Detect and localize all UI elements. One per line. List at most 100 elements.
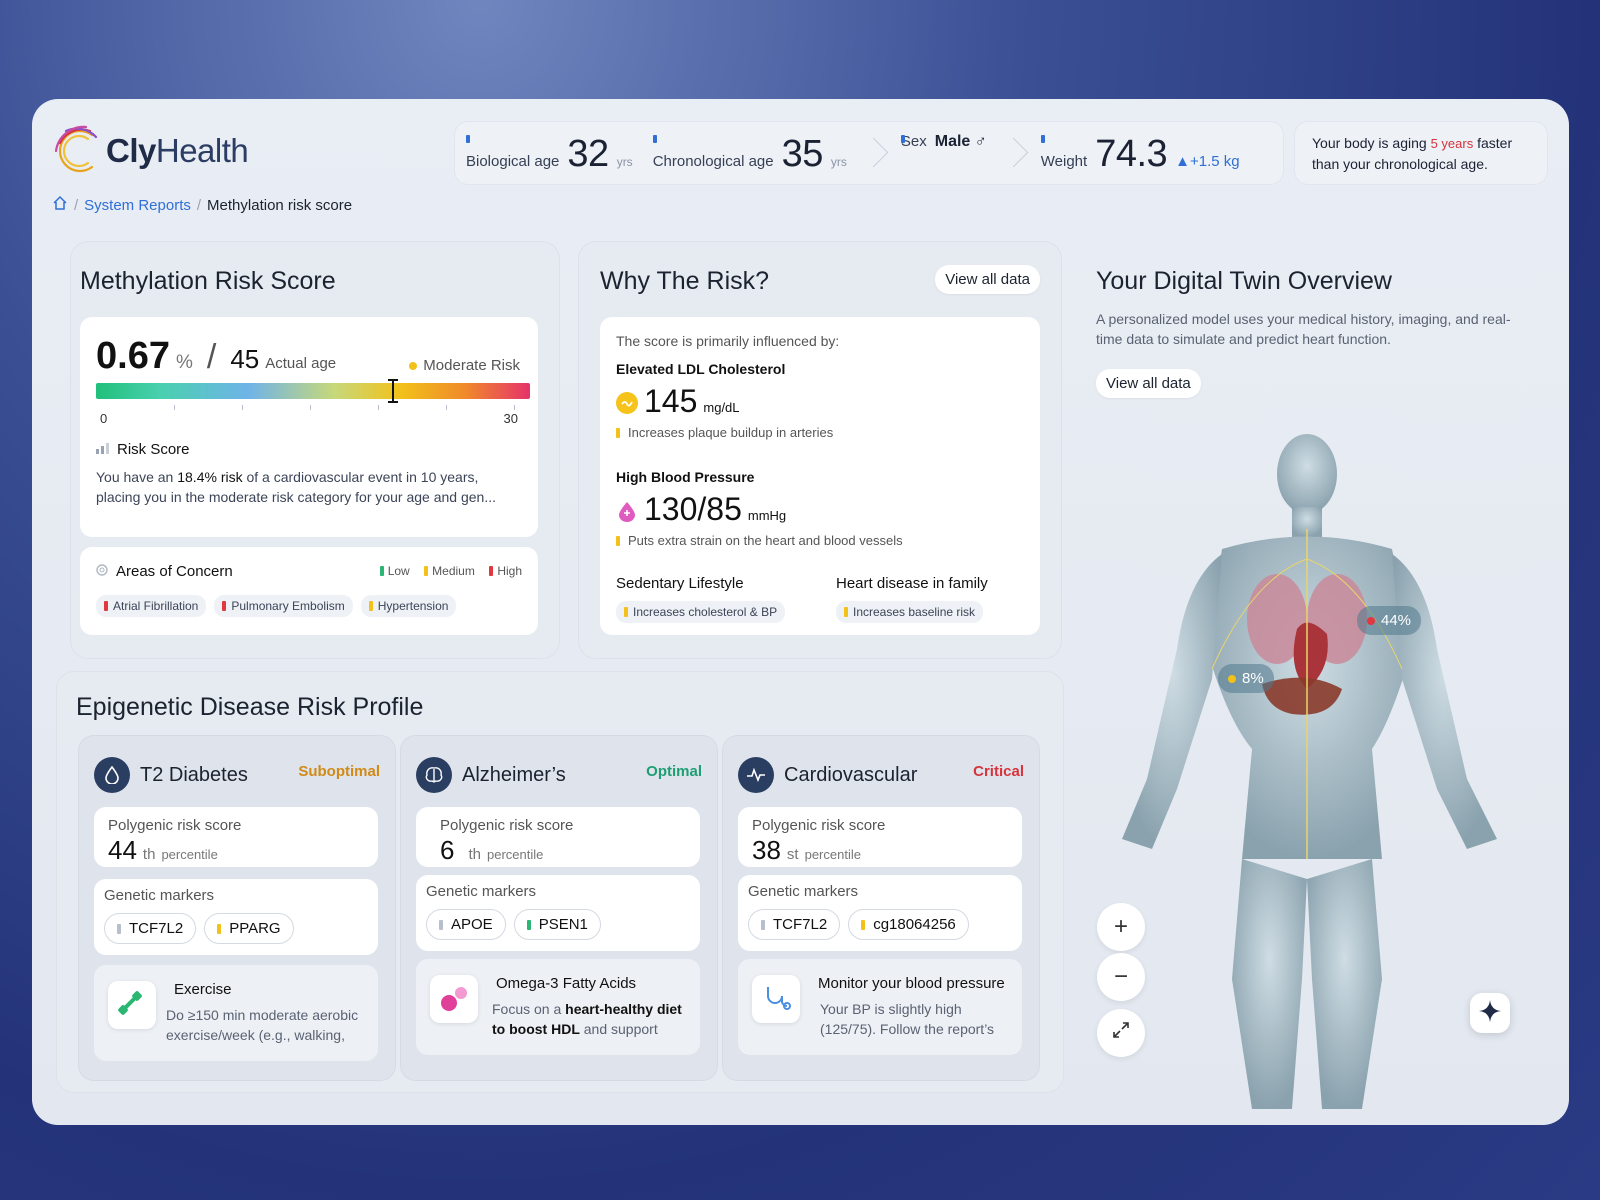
home-icon[interactable] (52, 195, 68, 215)
recommendation-title: Monitor your blood pressure (818, 975, 1005, 992)
bp-note: Puts extra strain on the heart and blood… (616, 533, 903, 548)
pill-icon (430, 975, 478, 1023)
risk-description: You have an 18.4% risk of a cardiovascul… (96, 469, 497, 505)
epigenetic-title: Epigenetic Disease Risk Profile (76, 693, 424, 721)
risk-marker (388, 379, 398, 403)
zoom-out-button[interactable]: − (1097, 953, 1145, 1001)
concern-tag[interactable]: Pulmonary Embolism (214, 595, 353, 617)
disease-card-alzheimers[interactable]: Alzheimer’s Optimal Polygenic risk score… (400, 735, 718, 1081)
scale-min: 0 (100, 411, 108, 426)
twin-hotspot-right[interactable]: 44% (1357, 606, 1422, 635)
sedentary-note: Increases cholesterol & BP (616, 601, 786, 623)
areas-of-concern-panel: Areas of Concern Low Medium High Atrial … (80, 547, 538, 635)
bp-value-row: 130/85 mmHg (616, 491, 786, 528)
marker-chip[interactable]: PSEN1 (513, 909, 601, 940)
stat-chronological-age: Chronological age 35 yrs (651, 121, 865, 185)
marker-chip[interactable]: cg18064256 (848, 909, 969, 940)
stat-value: 32 (567, 133, 609, 175)
stat-value: 35 (781, 133, 824, 175)
severity-legend: Low Medium High (370, 563, 522, 581)
markers-label: Genetic markers (748, 883, 859, 900)
markers-panel: Genetic markers APOE PSEN1 (416, 875, 700, 951)
prs-label: Polygenic risk score (752, 817, 886, 834)
risk-score-heading: Risk Score (96, 441, 190, 458)
stat-label: Weight (1040, 153, 1088, 170)
stat-biological-age: Biological age 32 yrs (464, 121, 651, 185)
marker-chip[interactable]: APOE (426, 909, 506, 940)
sparkle-icon (1478, 999, 1502, 1028)
vitals-bar: Biological age 32 yrs Chronological age … (454, 121, 1284, 185)
factors-intro: The score is primarily influenced by: (616, 333, 840, 349)
weight-delta: ▲+1.5 kg (1175, 153, 1240, 170)
fullscreen-button[interactable] (1097, 1009, 1145, 1057)
prs-label: Polygenic risk score (108, 817, 242, 834)
family-note: Increases baseline risk (836, 601, 984, 623)
twin-view-all-button[interactable]: View all data (1096, 369, 1201, 398)
risk-gradient-bar (96, 383, 530, 399)
recommendation-panel[interactable]: Monitor your blood pressure Your BP is s… (738, 959, 1022, 1055)
ldl-value-row: 145 mg/dL (616, 383, 740, 420)
why-view-all-button[interactable]: View all data (935, 265, 1040, 294)
ldl-note: Increases plaque buildup in arteries (616, 425, 833, 440)
target-icon (96, 563, 108, 580)
prs-value: 44 (108, 835, 137, 865)
marker-chip[interactable]: TCF7L2 (104, 913, 197, 944)
concern-tag[interactable]: Atrial Fibrillation (96, 595, 207, 617)
disease-name: Alzheimer’s (462, 763, 566, 786)
chevron-right-icon (1005, 133, 1025, 173)
prs-label: Polygenic risk score (440, 817, 574, 834)
zoom-in-button[interactable]: + (1097, 903, 1145, 951)
why-risk-card: Why The Risk? View all data The score is… (578, 241, 1062, 659)
stethoscope-icon (752, 975, 800, 1023)
dashboard-frame: ClyHealth Biological age 32 yrs Chronolo… (32, 99, 1569, 1125)
twin-description: A personalized model uses your medical h… (1096, 311, 1511, 347)
disease-name: T2 Diabetes (140, 763, 248, 786)
brand-logo[interactable]: ClyHealth (52, 121, 249, 181)
concern-heading: Areas of Concern (96, 563, 233, 580)
twin-title: Your Digital Twin Overview (1096, 267, 1392, 295)
brain-icon (416, 757, 452, 793)
ai-assistant-button[interactable] (1470, 993, 1510, 1033)
disease-card-t2-diabetes[interactable]: T2 Diabetes Suboptimal Polygenic risk sc… (78, 735, 396, 1081)
recommendation-text: Do ≥150 min moderate aerobic exercise/we… (166, 1007, 359, 1043)
expand-icon (1111, 1019, 1131, 1047)
logo-mark-icon (52, 121, 104, 181)
markers-label: Genetic markers (426, 883, 537, 900)
cholesterol-icon (616, 392, 638, 414)
marker-chip[interactable]: TCF7L2 (748, 909, 841, 940)
stat-label: Chronological age (652, 153, 774, 170)
score-unit: % (175, 352, 193, 373)
breadcrumb-current: Methylation risk score (207, 196, 353, 214)
methylation-score: 0.67 (96, 335, 170, 377)
ldl-title: Elevated LDL Cholesterol (616, 361, 786, 377)
stat-weight: Weight 74.3 ▲+1.5 kg (1039, 121, 1258, 185)
twin-hotspot-left[interactable]: 8% (1218, 664, 1274, 693)
actual-age: 45 (230, 344, 260, 374)
digital-twin-model[interactable] (1092, 419, 1522, 1119)
markers-panel: Genetic markers TCF7L2 cg18064256 (738, 875, 1022, 951)
stat-sex: Sex Male ♂ (899, 121, 1005, 185)
stat-label: Sex (900, 133, 927, 150)
methylation-card: Methylation Risk Score 0.67 % / 45 Actua… (70, 241, 560, 659)
brand-name: ClyHealth (106, 132, 249, 169)
disease-card-cardiovascular[interactable]: Cardiovascular Critical Polygenic risk s… (722, 735, 1040, 1081)
blood-drop-icon (616, 500, 638, 522)
sedentary-title: Sedentary Lifestyle (616, 575, 744, 592)
stat-label: Biological age (466, 153, 560, 170)
actual-age-label: Actual age (265, 355, 337, 372)
concern-tag[interactable]: Hypertension (360, 595, 457, 617)
prs-value: 6 (440, 835, 455, 865)
markers-panel: Genetic markers TCF7L2 PPARG (94, 879, 378, 955)
chevron-right-icon (865, 133, 885, 173)
risk-level-badge: Moderate Risk (409, 357, 520, 374)
score-panel: 0.67 % / 45 Actual age Moderate Risk 0 3… (80, 317, 538, 537)
stat-value: Male ♂ (934, 133, 987, 150)
marker-chip[interactable]: PPARG (204, 913, 294, 944)
stat-unit: yrs (616, 155, 633, 169)
recommendation-panel[interactable]: Exercise Do ≥150 min moderate aerobic ex… (94, 965, 378, 1061)
recommendation-panel[interactable]: Omega-3 Fatty Acids Focus on a heart-hea… (416, 959, 700, 1055)
breadcrumb-system-reports[interactable]: System Reports (84, 196, 191, 214)
